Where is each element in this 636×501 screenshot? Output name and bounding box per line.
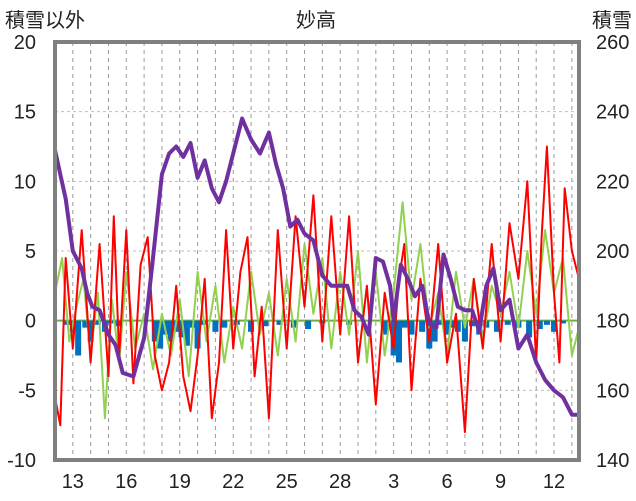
precip-bar [94, 320, 101, 325]
precip-bar [494, 320, 501, 332]
precip-bar [419, 320, 426, 332]
x-axis-ticks: 13 16 19 22 25 28 3 6 9 12 [62, 471, 565, 493]
x-tick-label: 16 [115, 471, 137, 493]
right-tick-label: 140 [596, 450, 629, 472]
left-tick-label: 5 [25, 241, 36, 263]
left-tick-label: 10 [14, 171, 36, 193]
right-tick-label: 260 [596, 32, 629, 54]
precip-bar [75, 320, 82, 356]
precip-bar [221, 320, 228, 328]
plot-frame [53, 40, 581, 462]
precip-bar [151, 320, 158, 342]
x-tick-label: 6 [442, 471, 453, 493]
right-tick-label: 160 [596, 380, 629, 402]
temp-max-line [54, 145, 580, 434]
snow-depth-line [53, 116, 579, 417]
precip-bar [199, 320, 206, 325]
right-axis-label: 積雪 [592, 9, 632, 32]
precip-bar [504, 320, 511, 325]
precip-bar [536, 320, 543, 330]
precip-bar [82, 320, 89, 328]
chart-title: 妙高 [296, 9, 336, 32]
precip-bar [559, 320, 566, 324]
precip-bar [183, 320, 190, 346]
precip-bar [305, 320, 312, 330]
precip-bar [319, 320, 326, 324]
precip-bar [167, 320, 174, 342]
x-tick-label: 19 [169, 471, 191, 493]
precip-bar [526, 320, 533, 338]
temp-min-line [54, 201, 580, 420]
right-tick-label: 240 [596, 102, 629, 124]
left-tick-label: 20 [14, 32, 36, 54]
series-group [53, 116, 580, 434]
precip-bar [194, 320, 201, 349]
x-tick-label: 3 [388, 471, 399, 493]
precip-bar [436, 320, 443, 325]
precip-bar [212, 320, 219, 332]
precip-bar [178, 320, 185, 338]
precip-bar [381, 320, 388, 335]
precip-bar [431, 320, 438, 342]
right-tick-label: 200 [596, 241, 629, 263]
left-tick-label: 0 [25, 311, 36, 333]
left-tick-label: 15 [14, 102, 36, 124]
precip-bar [157, 320, 164, 349]
x-tick-label: 13 [62, 471, 84, 493]
precip-bar [408, 320, 415, 335]
left-axis-ticks: 20 15 10 5 0 -5 -10 [7, 32, 36, 472]
x-tick-label: 12 [543, 471, 565, 493]
precip-bar [276, 320, 283, 325]
precip-bar [551, 320, 558, 332]
x-tick-label: 22 [222, 471, 244, 493]
right-axis-ticks: 260 240 220 200 180 160 140 [596, 32, 629, 472]
precip-bar [395, 320, 402, 363]
precip-bar [461, 320, 468, 342]
left-axis-label: 積雪以外 [5, 9, 85, 32]
right-tick-label: 220 [596, 171, 629, 193]
left-tick-label: -5 [18, 380, 36, 402]
precip-bar [87, 320, 94, 342]
precip-bar [444, 320, 451, 335]
precip-bar [449, 320, 456, 328]
x-tick-label: 9 [495, 471, 506, 493]
precip-bar [401, 320, 408, 328]
precip-bar [262, 320, 269, 327]
x-tick-label: 25 [276, 471, 298, 493]
x-tick-label: 28 [329, 471, 351, 493]
left-tick-label: -10 [7, 450, 36, 472]
precip-bar [543, 320, 550, 325]
right-tick-label: 180 [596, 311, 629, 333]
precip-bar [346, 320, 353, 325]
